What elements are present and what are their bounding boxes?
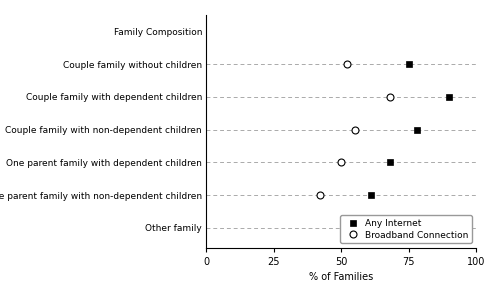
X-axis label: % of Families: % of Families: [309, 272, 373, 282]
Legend: Any Internet, Broadband Connection: Any Internet, Broadband Connection: [340, 215, 472, 243]
